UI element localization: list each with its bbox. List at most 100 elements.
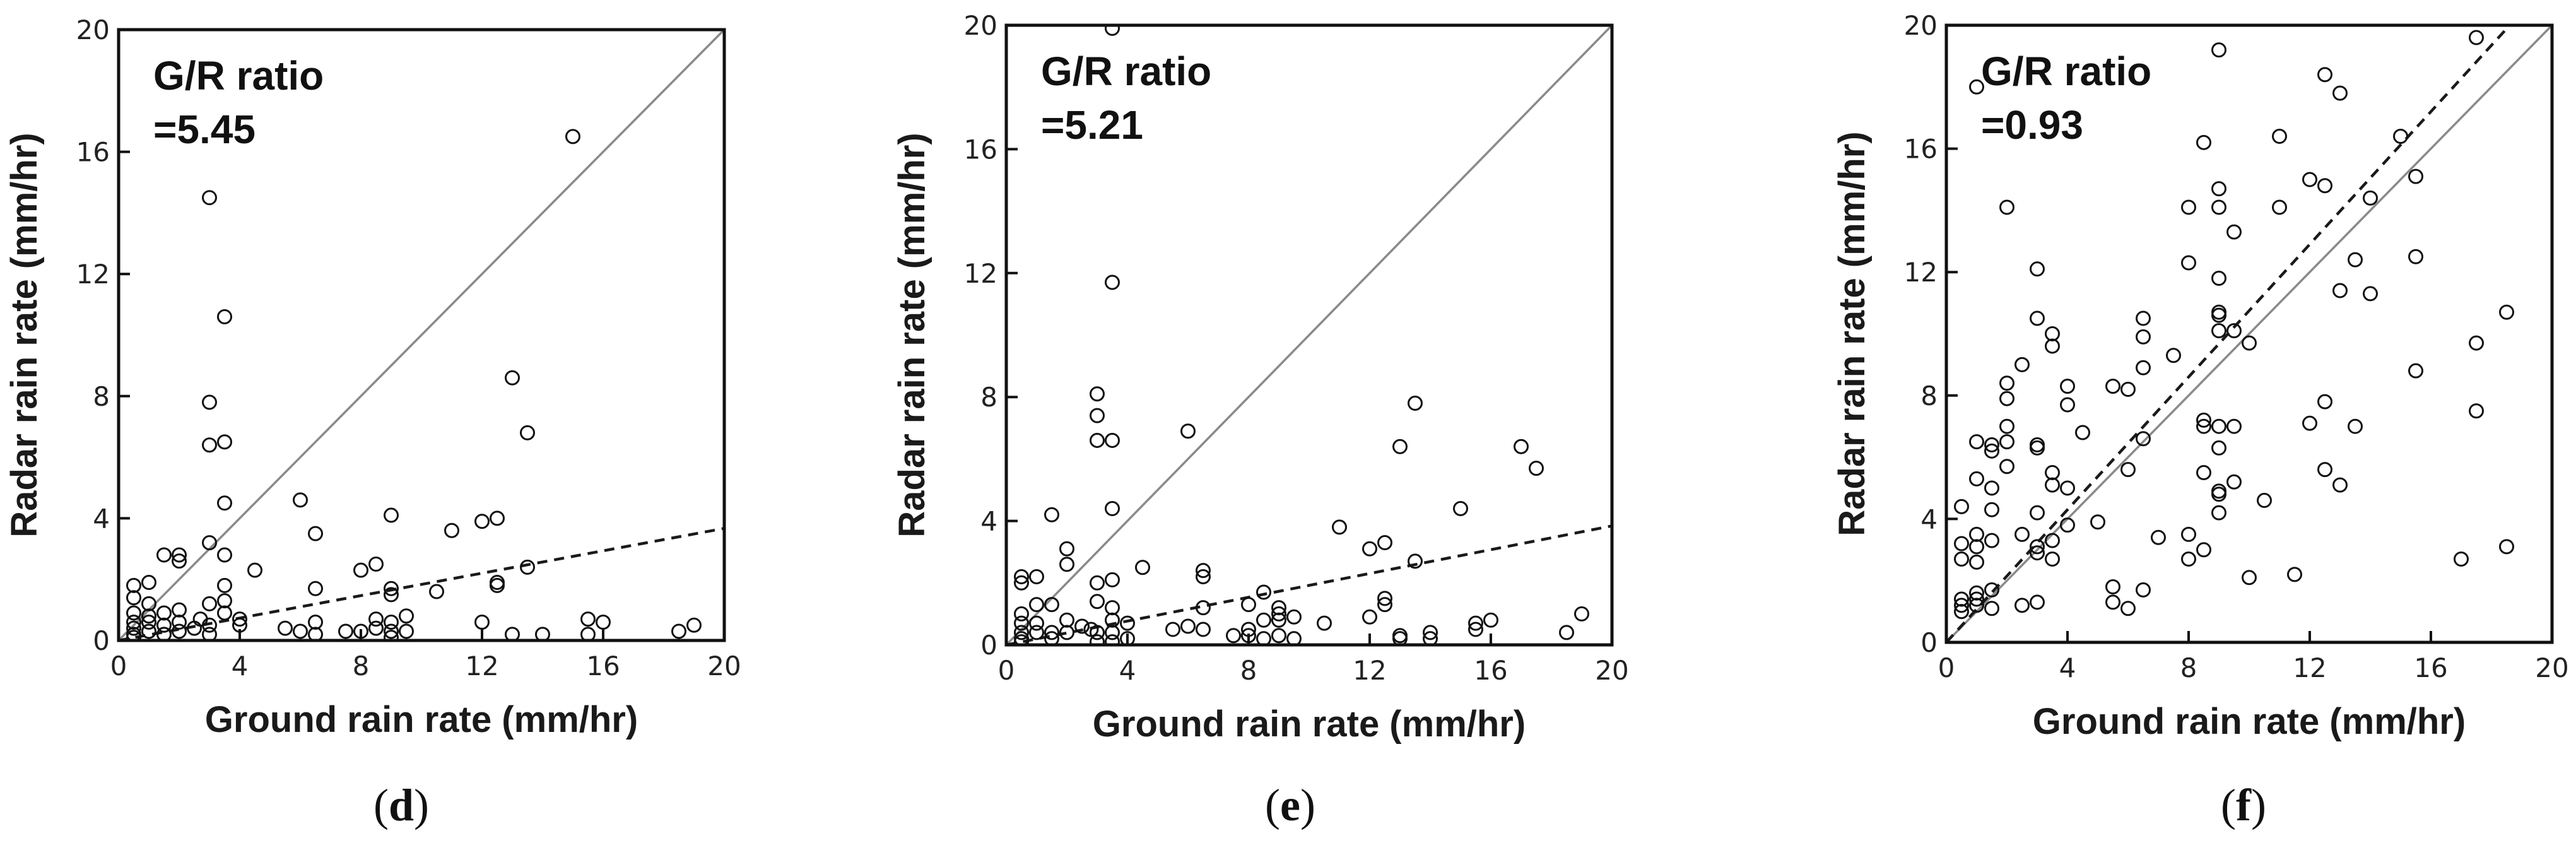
x-tick-label: 0	[998, 655, 1015, 686]
data-point	[2211, 181, 2226, 197]
data-point	[1256, 584, 1271, 600]
data-point	[399, 608, 414, 624]
data-point	[1014, 606, 1029, 622]
fit-line	[1946, 25, 2512, 642]
data-point	[202, 596, 217, 611]
data-point	[2211, 486, 2226, 502]
data-point	[474, 514, 490, 529]
data-point	[2136, 329, 2151, 345]
data-point	[1423, 631, 1438, 645]
data-point	[217, 577, 232, 593]
data-point	[2030, 594, 2045, 610]
data-point	[505, 370, 520, 386]
data-point	[1029, 625, 1044, 640]
data-point	[2226, 418, 2242, 434]
data-point	[2060, 397, 2075, 413]
data-point	[2211, 307, 2226, 323]
y-axis-label: Radar rain rate (mm/hr)	[1832, 131, 1873, 536]
data-point	[1014, 569, 1029, 584]
data-point	[1377, 591, 1392, 606]
data-point	[2196, 418, 2211, 434]
data-point	[2332, 477, 2348, 493]
data-point	[368, 620, 384, 636]
data-point	[1954, 598, 1969, 613]
data-point	[2272, 129, 2287, 144]
data-point	[2120, 462, 2136, 478]
data-point	[2045, 338, 2060, 354]
data-point	[2196, 542, 2211, 558]
data-point	[2302, 172, 2317, 187]
reference-line	[119, 30, 724, 640]
data-point	[2196, 412, 2211, 428]
x-tick-label: 12	[2293, 652, 2326, 683]
y-tick-label: 0	[980, 630, 997, 661]
data-point	[2242, 335, 2257, 351]
data-point	[308, 526, 323, 541]
data-point	[2454, 551, 2469, 567]
data-point	[2045, 551, 2060, 567]
data-point	[156, 547, 172, 563]
data-point	[1529, 461, 1544, 476]
data-point	[1999, 459, 2014, 475]
y-tick-label: 16	[76, 137, 110, 168]
data-point	[1984, 480, 1999, 496]
data-point	[1059, 541, 1074, 557]
data-point	[1984, 443, 1999, 459]
data-point	[1105, 625, 1120, 640]
x-tick-label: 8	[2180, 652, 2197, 683]
data-point	[1969, 471, 1984, 486]
data-point	[293, 623, 308, 639]
data-point	[1286, 631, 1302, 645]
data-point	[1969, 554, 1984, 570]
data-point	[1453, 500, 1468, 516]
data-point	[2211, 42, 2226, 58]
data-point	[293, 492, 308, 508]
reference-line	[1946, 25, 2552, 642]
data-point	[2014, 526, 2030, 542]
data-point	[1120, 615, 1135, 631]
data-point	[156, 605, 172, 621]
data-point	[1196, 600, 1211, 616]
data-point	[2226, 224, 2242, 240]
data-point	[172, 553, 187, 569]
y-tick-label: 4	[1920, 504, 1938, 534]
data-point	[202, 437, 217, 453]
data-point	[2469, 335, 2484, 351]
data-point	[686, 617, 702, 633]
ratio-value: =5.21	[1041, 102, 1143, 148]
y-tick-label: 20	[964, 10, 997, 41]
data-point	[1984, 437, 1999, 453]
data-point	[490, 575, 505, 591]
data-point	[1090, 386, 1105, 402]
data-point	[1241, 597, 1256, 613]
data-point	[247, 562, 262, 578]
ratio-value: =5.45	[153, 107, 256, 152]
y-tick-label: 20	[1904, 10, 1938, 41]
data-point	[1984, 502, 1999, 517]
data-point	[1362, 609, 1377, 625]
data-point	[141, 575, 156, 591]
data-point	[384, 614, 399, 630]
data-point	[217, 547, 232, 563]
data-point	[202, 535, 217, 551]
data-point	[1105, 600, 1120, 616]
data-point	[1574, 606, 1589, 622]
data-point	[2302, 415, 2317, 431]
data-point	[141, 608, 156, 624]
data-point	[126, 577, 141, 593]
data-point	[2166, 348, 2181, 363]
data-point	[172, 602, 187, 618]
y-tick-label: 0	[93, 625, 110, 656]
data-point	[1999, 434, 2014, 450]
data-point	[1984, 582, 1999, 598]
data-point	[2060, 517, 2075, 533]
data-point	[2332, 283, 2348, 298]
data-point	[172, 547, 187, 563]
data-point	[2257, 493, 2272, 509]
data-point	[202, 394, 217, 410]
data-point	[1559, 625, 1574, 640]
data-point	[2045, 465, 2060, 481]
data-point	[399, 623, 414, 639]
data-point	[232, 611, 247, 627]
data-point	[2014, 598, 2030, 613]
